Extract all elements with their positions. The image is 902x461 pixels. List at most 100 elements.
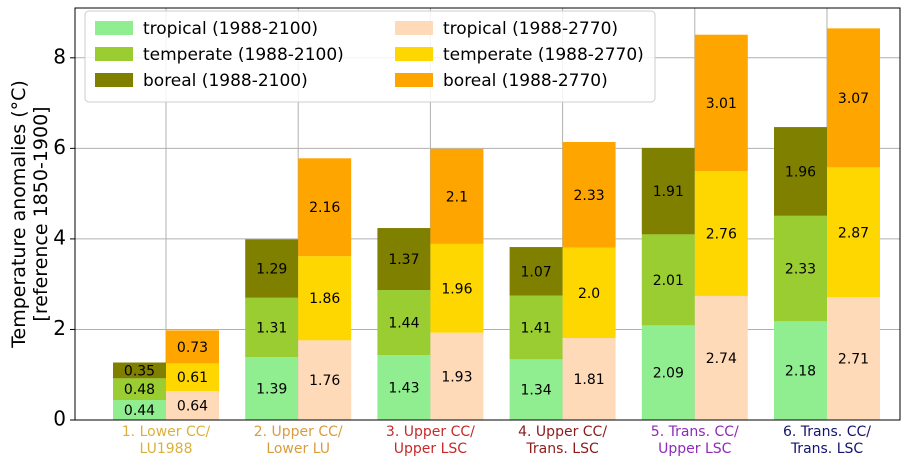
data-label: 1.37	[388, 252, 419, 268]
bar	[694, 170, 748, 296]
legend-label: boreal (1988-2770)	[443, 71, 608, 91]
bar	[298, 158, 352, 257]
bar	[509, 247, 563, 296]
data-label: 2.18	[785, 364, 816, 380]
data-label: 0.48	[124, 382, 155, 398]
bar	[562, 247, 616, 339]
bar	[377, 355, 431, 420]
data-label: 1.96	[441, 281, 472, 297]
data-label: 2.33	[785, 262, 816, 278]
x-tick-label: 4. Upper CC/ Trans. LSC	[518, 424, 608, 457]
legend-swatch	[95, 47, 133, 61]
bar	[562, 142, 616, 248]
bar	[377, 290, 431, 356]
data-label: 0.73	[177, 340, 208, 356]
bar	[827, 297, 880, 420]
data-label: 1.43	[388, 381, 419, 397]
legend-label: temperate (1988-2770)	[443, 45, 644, 65]
data-label: 2.1	[446, 189, 468, 205]
y-tick-label: 6	[53, 135, 66, 159]
legend-label: tropical (1988-2100)	[143, 19, 318, 39]
bar	[827, 28, 880, 168]
data-label: 0.44	[124, 403, 155, 419]
bar	[774, 215, 827, 322]
bar	[113, 378, 166, 401]
bar	[641, 325, 695, 420]
legend-box	[84, 10, 656, 103]
bar	[774, 321, 827, 420]
data-label: 2.71	[838, 352, 869, 368]
y-tick-label: 8	[53, 44, 66, 68]
data-label: 2.0	[578, 286, 600, 302]
bar	[641, 147, 695, 235]
bar	[430, 243, 484, 333]
data-label: 1.76	[309, 373, 340, 389]
y-tick-label: 2	[53, 316, 66, 340]
data-label: 0.35	[124, 363, 155, 379]
bar	[298, 256, 352, 341]
legend-swatch	[395, 21, 433, 35]
legend-label: temperate (1988-2100)	[143, 45, 344, 65]
bar	[113, 400, 166, 420]
legend-swatch	[95, 21, 133, 35]
data-label: 2.16	[309, 200, 340, 216]
data-label: 3.07	[838, 91, 869, 107]
bar	[430, 332, 484, 420]
x-tick-label: 6. Trans. CC/ Trans. LSC	[783, 424, 871, 457]
data-label: 1.93	[441, 369, 472, 385]
data-label: 2.09	[653, 366, 684, 382]
x-tick-label: 2. Upper CC/ Lower LU	[253, 424, 343, 457]
data-label: 3.01	[706, 96, 737, 112]
bar	[298, 340, 352, 420]
y-tick-label: 4	[53, 225, 66, 249]
plot-frame	[74, 7, 901, 421]
data-label: 1.07	[521, 264, 552, 280]
legend-swatch	[395, 73, 433, 87]
bar	[430, 148, 484, 244]
data-label: 1.96	[785, 164, 816, 180]
bar	[166, 330, 219, 364]
data-label: 1.31	[256, 320, 287, 336]
legend-label: tropical (1988-2770)	[443, 19, 618, 39]
bar	[113, 362, 166, 379]
data-label: 0.61	[177, 370, 208, 386]
x-tick-label: 3. Upper CC/ Upper LSC	[385, 424, 475, 457]
bar	[245, 357, 299, 420]
data-label: 1.91	[653, 184, 684, 200]
data-label: 2.01	[653, 273, 684, 289]
bar	[641, 234, 695, 326]
bar	[774, 127, 827, 216]
bar	[694, 34, 748, 171]
bar	[245, 239, 299, 298]
x-tick-label: 5. Trans. CC/ Upper LSC	[650, 424, 739, 457]
data-label: 2.33	[574, 188, 605, 204]
data-label: 0.64	[177, 399, 208, 415]
legend-label: boreal (1988-2100)	[143, 71, 308, 91]
data-label: 1.41	[521, 320, 552, 336]
bar	[509, 359, 563, 420]
bar	[562, 338, 616, 420]
data-label: 1.86	[309, 291, 340, 307]
data-label: 1.29	[256, 262, 287, 278]
data-label: 2.74	[706, 351, 737, 367]
data-label: 1.34	[521, 383, 552, 399]
bar	[166, 391, 219, 420]
y-tick-label: 0	[53, 407, 66, 431]
x-tick-label: 1. Lower CC/ LU1988	[121, 424, 211, 457]
data-label: 1.44	[388, 316, 419, 332]
legend-swatch	[95, 73, 133, 87]
bar	[694, 295, 748, 420]
data-label: 1.39	[256, 382, 287, 398]
bar	[827, 167, 880, 298]
bar	[166, 363, 219, 392]
legend-swatch	[395, 47, 433, 61]
y-axis-label: Temperature anomalies (°C) [reference 18…	[8, 80, 52, 348]
data-label: 2.76	[706, 226, 737, 242]
bar	[377, 228, 431, 291]
bar	[509, 295, 563, 360]
data-label: 2.87	[838, 225, 869, 241]
bar	[245, 297, 299, 358]
data-label: 1.81	[574, 372, 605, 388]
